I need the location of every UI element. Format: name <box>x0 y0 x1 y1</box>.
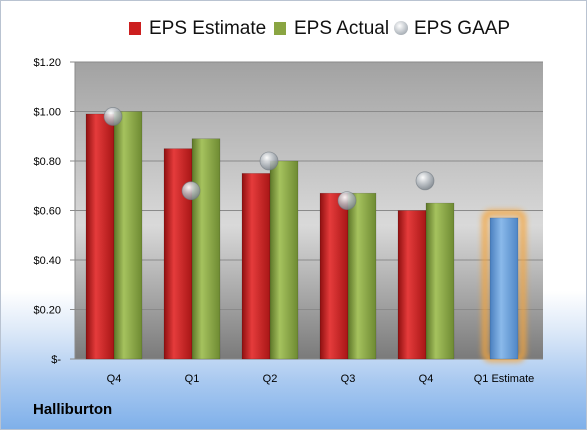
x-tick-label: Q4 <box>419 373 434 385</box>
bar-eps-estimate <box>163 148 193 360</box>
bar-eps-actual <box>347 192 377 360</box>
y-axis-ticks: $1.20 $1.00 $0.80 $0.60 $0.40 $0.20 $- <box>33 57 61 366</box>
y-tick-label: $1.00 <box>33 107 61 119</box>
bar-eps-actual <box>425 202 455 360</box>
x-tick-label: Q1 <box>185 373 200 385</box>
bar-eps-estimate <box>85 113 115 360</box>
bar-eps-estimate <box>241 173 271 360</box>
y-tick-label: $0.20 <box>33 305 61 317</box>
legend-swatch-eps-actual <box>274 22 286 35</box>
marker-eps-gaap <box>415 171 435 191</box>
bar-eps-estimate <box>319 192 349 360</box>
x-tick-label: Q4 <box>107 373 122 385</box>
bar-q1-estimate <box>489 217 519 360</box>
legend-label-eps-gaap: EPS GAAP <box>414 18 511 39</box>
legend-marker-eps-gaap <box>394 21 408 35</box>
gridlines <box>70 61 543 360</box>
y-tick-label: $0.80 <box>33 156 61 168</box>
bars <box>85 111 526 362</box>
bar-eps-estimate <box>397 210 427 360</box>
x-tick-label: Q1 Estimate <box>474 373 535 385</box>
marker-eps-gaap <box>259 151 279 171</box>
bar-eps-actual <box>113 111 143 360</box>
marker-eps-gaap <box>103 107 123 126</box>
y-tick-label: $- <box>51 354 61 366</box>
marker-eps-gaap <box>181 181 201 201</box>
x-tick-label: Q3 <box>341 373 356 385</box>
x-axis-ticks: Q4 Q1 Q2 Q3 Q4 Q1 Estimate <box>107 373 535 385</box>
legend-swatch-eps-estimate <box>129 22 141 35</box>
x-tick-label: Q2 <box>263 373 278 385</box>
y-tick-label: $0.40 <box>33 255 61 267</box>
bar-eps-actual <box>191 138 221 360</box>
marker-eps-gaap <box>337 191 357 211</box>
company-name: Halliburton <box>33 401 113 418</box>
legend-label-eps-actual: EPS Actual <box>294 18 390 39</box>
legend: EPS Estimate EPS Actual EPS GAAP <box>0 14 587 44</box>
y-tick-label: $1.20 <box>33 57 61 69</box>
bar-eps-actual <box>269 160 299 360</box>
legend-label-eps-estimate: EPS Estimate <box>149 18 267 39</box>
y-tick-label: $0.60 <box>33 206 61 218</box>
gaap-markers <box>103 107 435 211</box>
